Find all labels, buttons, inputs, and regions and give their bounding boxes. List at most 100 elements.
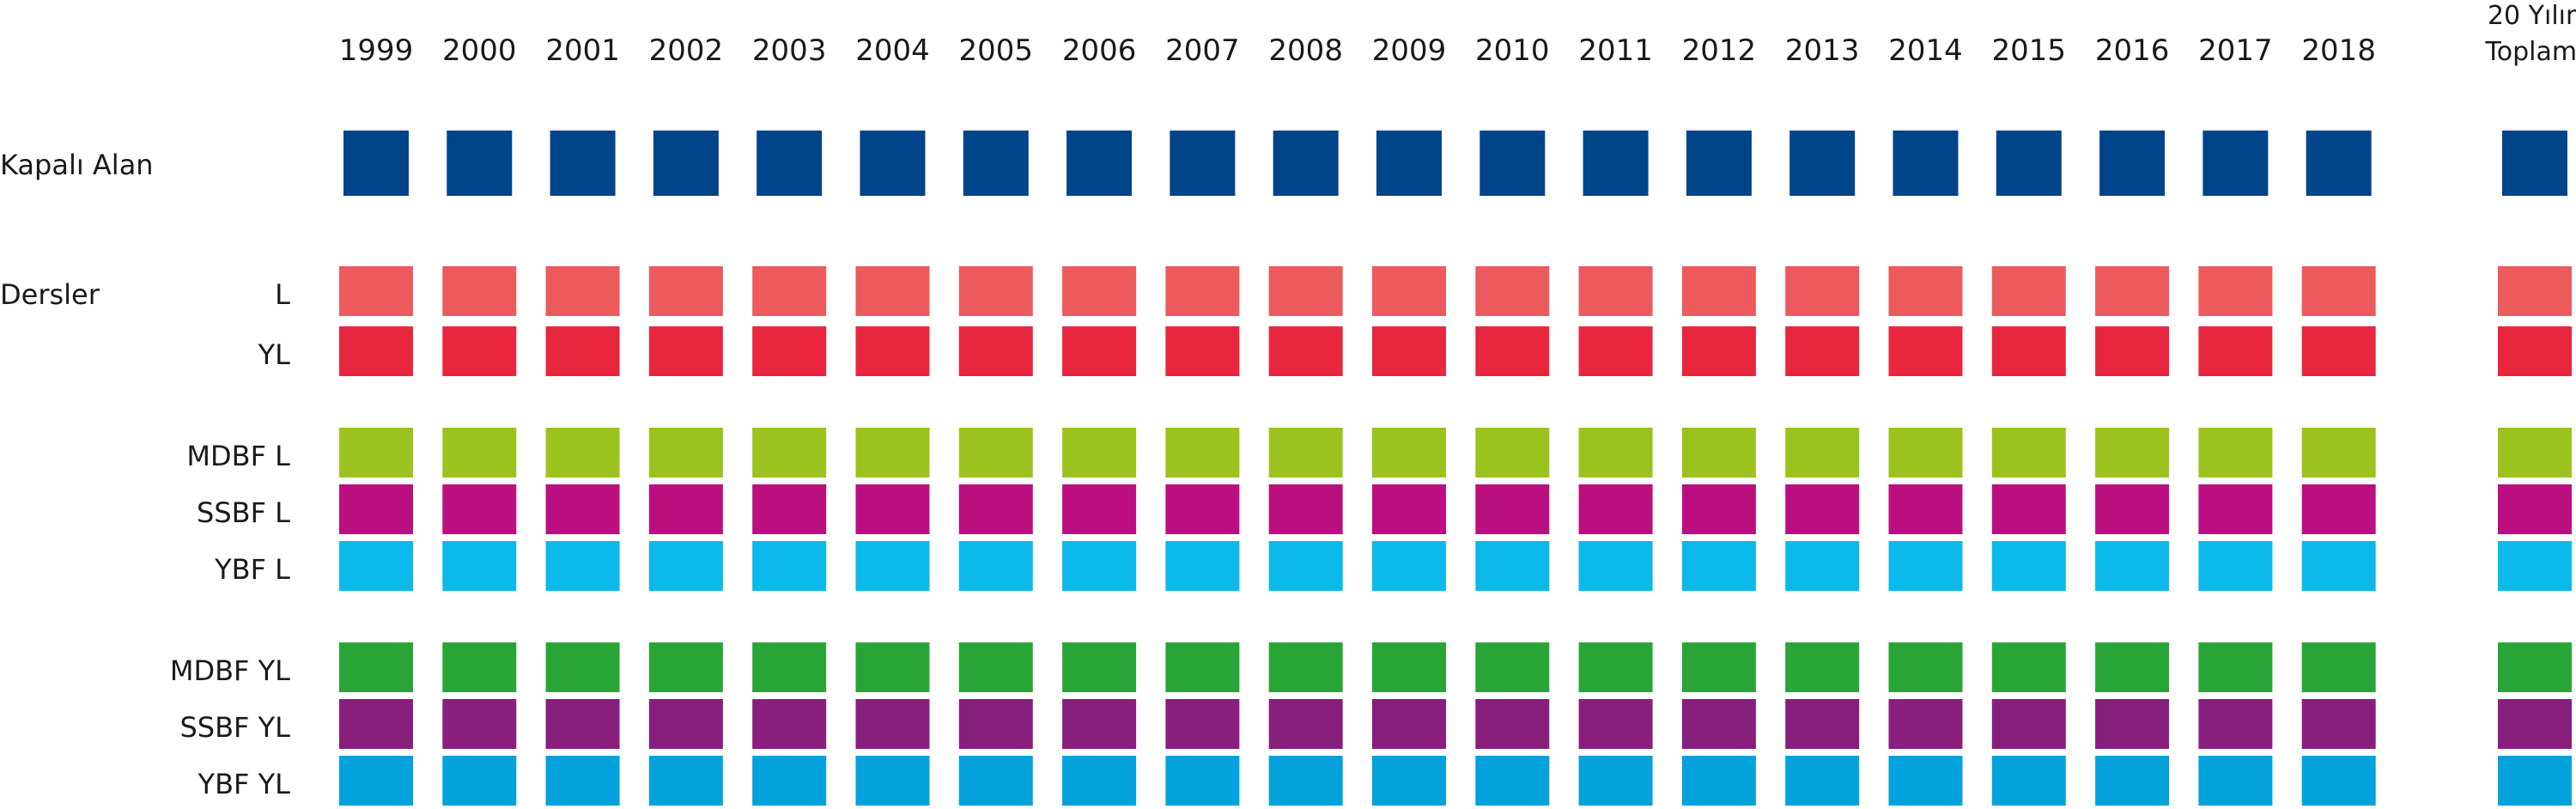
grid-cell xyxy=(1888,428,1963,477)
grid-cell xyxy=(1991,266,2066,316)
row-group-label: Kapalı Alan xyxy=(0,149,154,181)
grid-cell xyxy=(1578,428,1653,477)
grid-cell xyxy=(1062,484,1137,534)
year-label: 2016 xyxy=(2095,33,2170,68)
grid-cell xyxy=(958,541,1033,591)
total-column-header: 20 Yılın Toplamı xyxy=(2485,1,2576,67)
row-group-label: Dersler xyxy=(0,278,100,311)
grid-cell xyxy=(339,541,413,591)
grid-cell xyxy=(339,428,413,477)
grid-cell xyxy=(958,699,1033,749)
row-label: YBF L xyxy=(214,553,290,586)
grid-cell xyxy=(1165,428,1240,477)
grid-cell xyxy=(1479,131,1546,196)
row-label: MDBF L xyxy=(186,440,290,472)
grid-cell xyxy=(1681,541,1756,591)
grid-cell xyxy=(1888,326,1963,376)
grid-cell xyxy=(1888,642,1963,692)
grid-cell xyxy=(1062,541,1137,591)
grid-cell xyxy=(1062,642,1137,692)
grid-cell xyxy=(1681,756,1756,806)
grid-cell xyxy=(1273,131,1339,196)
grid-cell xyxy=(1991,541,2066,591)
grid-cell xyxy=(2095,428,2170,477)
row-label: MDBF YL xyxy=(170,654,290,687)
grid-cell xyxy=(2198,266,2273,316)
grid-cell xyxy=(1475,756,1550,806)
grid-cell xyxy=(1888,541,1963,591)
grid-cell xyxy=(545,756,620,806)
grid-cell xyxy=(855,699,930,749)
grid-cell xyxy=(1888,266,1963,316)
total-header-line-1: 20 Yılın xyxy=(2488,1,2576,31)
grid-cell xyxy=(1785,541,1860,591)
grid-cell xyxy=(1372,428,1446,477)
grid-cell xyxy=(752,699,827,749)
grid-cell xyxy=(855,484,930,534)
grid-cell xyxy=(1165,484,1240,534)
grid-cell xyxy=(2198,326,2273,376)
grid-cell xyxy=(2301,541,2376,591)
grid-cell xyxy=(1062,266,1137,316)
year-label: 2003 xyxy=(752,33,827,68)
grid-cell xyxy=(653,131,719,196)
grid-cell xyxy=(2198,699,2273,749)
grid-cell xyxy=(1681,428,1756,477)
grid-cell xyxy=(1785,699,1860,749)
year-label: 2000 xyxy=(442,33,517,68)
grid-cell xyxy=(958,642,1033,692)
grid-cell xyxy=(2198,541,2273,591)
grid-cell xyxy=(1888,699,1963,749)
year-label: 2010 xyxy=(1475,33,1550,68)
grid-cell xyxy=(1170,131,1236,196)
grid-cell xyxy=(545,326,620,376)
year-label: 2012 xyxy=(1682,33,1757,68)
year-label: 2004 xyxy=(855,33,930,68)
grid-cell xyxy=(1268,699,1343,749)
grid-cell xyxy=(339,699,413,749)
row-label: SSBF L xyxy=(197,496,290,529)
total-cell xyxy=(2498,642,2572,692)
year-label: 2015 xyxy=(1992,33,2067,68)
grid-cell xyxy=(1578,266,1653,316)
grid-cell xyxy=(1888,756,1963,806)
grid-cell xyxy=(648,428,723,477)
grid-cell xyxy=(1785,326,1860,376)
total-cell xyxy=(2498,266,2572,316)
year-label: 2008 xyxy=(1268,33,1343,68)
grid-cell xyxy=(2306,131,2372,196)
year-label: 2001 xyxy=(545,33,620,68)
grid-cell xyxy=(860,131,926,196)
year-label: 2006 xyxy=(1062,33,1137,68)
grid-cell xyxy=(1991,484,2066,534)
grid-cell xyxy=(1165,699,1240,749)
grid-cell xyxy=(545,642,620,692)
grid-cell xyxy=(1991,428,2066,477)
grid-cell xyxy=(1372,266,1446,316)
grid-cell xyxy=(2301,428,2376,477)
grid-cell xyxy=(855,428,930,477)
grid-cell xyxy=(1475,326,1550,376)
grid-cell xyxy=(1475,428,1550,477)
grid-cell xyxy=(2301,484,2376,534)
grid-cell xyxy=(1268,266,1343,316)
grid-cell xyxy=(1165,642,1240,692)
grid-cell xyxy=(442,266,517,316)
grid-cell xyxy=(339,642,413,692)
grid-cell xyxy=(1991,326,2066,376)
grid-cell xyxy=(648,484,723,534)
grid-cell xyxy=(339,266,413,316)
grid-cell xyxy=(958,484,1033,534)
grid-cell xyxy=(1681,484,1756,534)
grid-cell xyxy=(648,699,723,749)
year-label: 2009 xyxy=(1372,33,1447,68)
grid-cell xyxy=(442,326,517,376)
grid-cell xyxy=(2301,266,2376,316)
year-label: 1999 xyxy=(339,33,414,68)
grid-cell xyxy=(958,756,1033,806)
grid-cell xyxy=(1376,131,1442,196)
year-label: 2007 xyxy=(1165,33,1240,68)
grid-cell xyxy=(2301,642,2376,692)
grid-cell xyxy=(339,326,413,376)
